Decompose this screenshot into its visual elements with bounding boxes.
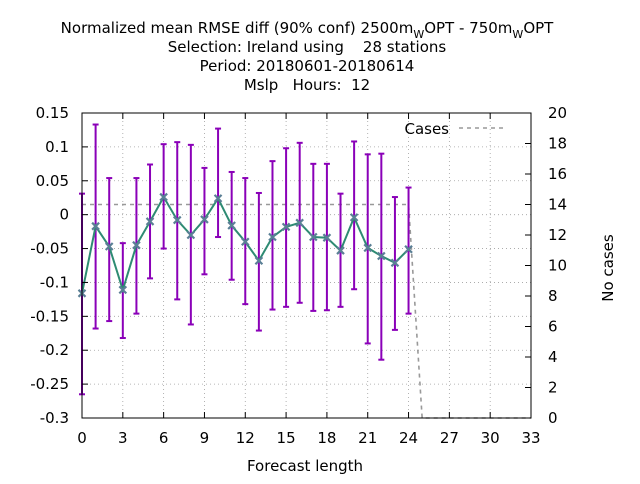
y2-tick-label: 18 — [548, 135, 567, 153]
legend-label-cases: Cases — [404, 120, 449, 138]
x-tick-label: 12 — [236, 429, 255, 447]
data-point — [227, 221, 236, 230]
x-tick-label: 9 — [200, 429, 210, 447]
data-point — [309, 232, 318, 242]
data-point — [404, 244, 413, 254]
x-tick-label: 30 — [481, 429, 500, 447]
chart-title-line-4: Mslp Hours: 12 — [244, 76, 370, 94]
y2-tick-label: 0 — [548, 409, 558, 427]
data-point — [132, 240, 141, 250]
y-axis-tick-labels: 0.15 0.1 0.05 0 -0.05 -0.1 -0.15 -0.2 -0.25 -0.3 — [30, 104, 69, 427]
y2-tick-label: 16 — [548, 165, 567, 183]
data-point — [200, 215, 209, 224]
y-tick-label: -0.2 — [40, 341, 69, 359]
y-tick-label: -0.25 — [30, 375, 69, 393]
data-point — [213, 194, 223, 203]
x-axis-tick-labels: 0 3 6 9 12 15 18 21 24 27 30 33 — [77, 429, 540, 447]
data-point — [172, 215, 182, 225]
data-point — [118, 285, 128, 295]
y-tick-label: 0 — [59, 206, 69, 224]
x-tick-label: 6 — [159, 429, 169, 447]
y-tick-label: -0.1 — [40, 273, 69, 291]
y2-axis-label: No cases — [599, 234, 617, 302]
data-point — [159, 192, 168, 202]
y2-tick-label: 4 — [548, 348, 558, 366]
data-point — [336, 246, 345, 255]
data-point — [268, 232, 277, 242]
data-point — [295, 218, 304, 228]
x-axis-label: Forecast length — [247, 457, 363, 475]
data-point — [104, 242, 114, 251]
rmse-points — [77, 192, 413, 298]
data-point — [186, 230, 196, 240]
data-point — [281, 222, 291, 232]
x-tick-label: 3 — [118, 429, 128, 447]
y2-tick-label: 10 — [548, 257, 567, 275]
data-point — [240, 237, 250, 247]
chart-title-line-3: Period: 20180601-20180614 — [200, 57, 415, 75]
data-point — [322, 233, 332, 242]
x-tick-label: 27 — [440, 429, 459, 447]
axis-ticks — [81, 112, 532, 419]
y-tick-label: -0.05 — [30, 240, 69, 258]
data-point — [349, 213, 359, 222]
x-tick-label: 18 — [317, 429, 336, 447]
y-tick-label: 0.15 — [36, 104, 69, 122]
data-point — [363, 243, 373, 253]
chart-title-line-2: Selection: Ireland using 28 stations — [168, 38, 447, 56]
x-tick-label: 0 — [77, 429, 87, 447]
x-tick-label: 21 — [358, 429, 377, 447]
data-point — [145, 217, 155, 226]
data-point — [390, 258, 400, 268]
y2-tick-label: 20 — [548, 104, 567, 122]
y2-tick-label: 14 — [548, 196, 567, 214]
chart-title-line-1: Normalized mean RMSE diff (90% conf) 250… — [61, 19, 554, 41]
x-tick-label: 15 — [277, 429, 296, 447]
data-point — [254, 256, 264, 266]
data-point — [377, 251, 386, 261]
y2-tick-label: 2 — [548, 379, 558, 397]
y-tick-label: 0.1 — [45, 138, 69, 156]
y2-tick-label: 12 — [548, 226, 567, 244]
y-tick-label: -0.15 — [30, 307, 69, 325]
y2-tick-label: 8 — [548, 287, 558, 305]
y-tick-label: -0.3 — [40, 409, 69, 427]
y-tick-label: 0.05 — [36, 172, 69, 190]
x-tick-label: 33 — [521, 429, 540, 447]
legend: Cases — [404, 120, 506, 138]
data-point — [91, 221, 100, 231]
x-tick-label: 24 — [399, 429, 418, 447]
y2-tick-label: 6 — [548, 318, 558, 336]
